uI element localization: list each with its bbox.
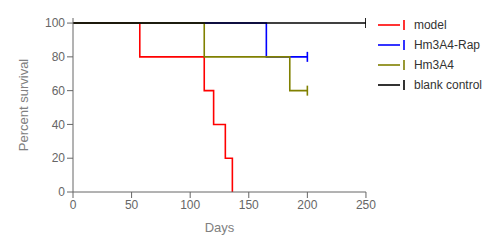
html-text:model: model	[414, 18, 447, 32]
svg-text:200: 200	[297, 198, 317, 212]
html-text:Hm3A4: Hm3A4	[414, 58, 454, 72]
svg-text:0: 0	[58, 185, 65, 199]
svg-text:100: 100	[180, 198, 200, 212]
svg-text:0: 0	[70, 198, 77, 212]
svg-text:20: 20	[52, 151, 66, 165]
html-text:blank control: blank control	[414, 78, 482, 92]
svg-text:40: 40	[52, 118, 66, 132]
svg-text:250: 250	[356, 198, 376, 212]
svg-text:100: 100	[45, 16, 65, 30]
svg-text:Days: Days	[205, 220, 235, 235]
svg-text:Percent survival: Percent survival	[16, 59, 31, 152]
svg-text:60: 60	[52, 84, 66, 98]
svg-text:80: 80	[52, 50, 66, 64]
svg-text:50: 50	[125, 198, 139, 212]
html-text:Hm3A4-Rap: Hm3A4-Rap	[414, 38, 480, 52]
svg-text:150: 150	[239, 198, 259, 212]
